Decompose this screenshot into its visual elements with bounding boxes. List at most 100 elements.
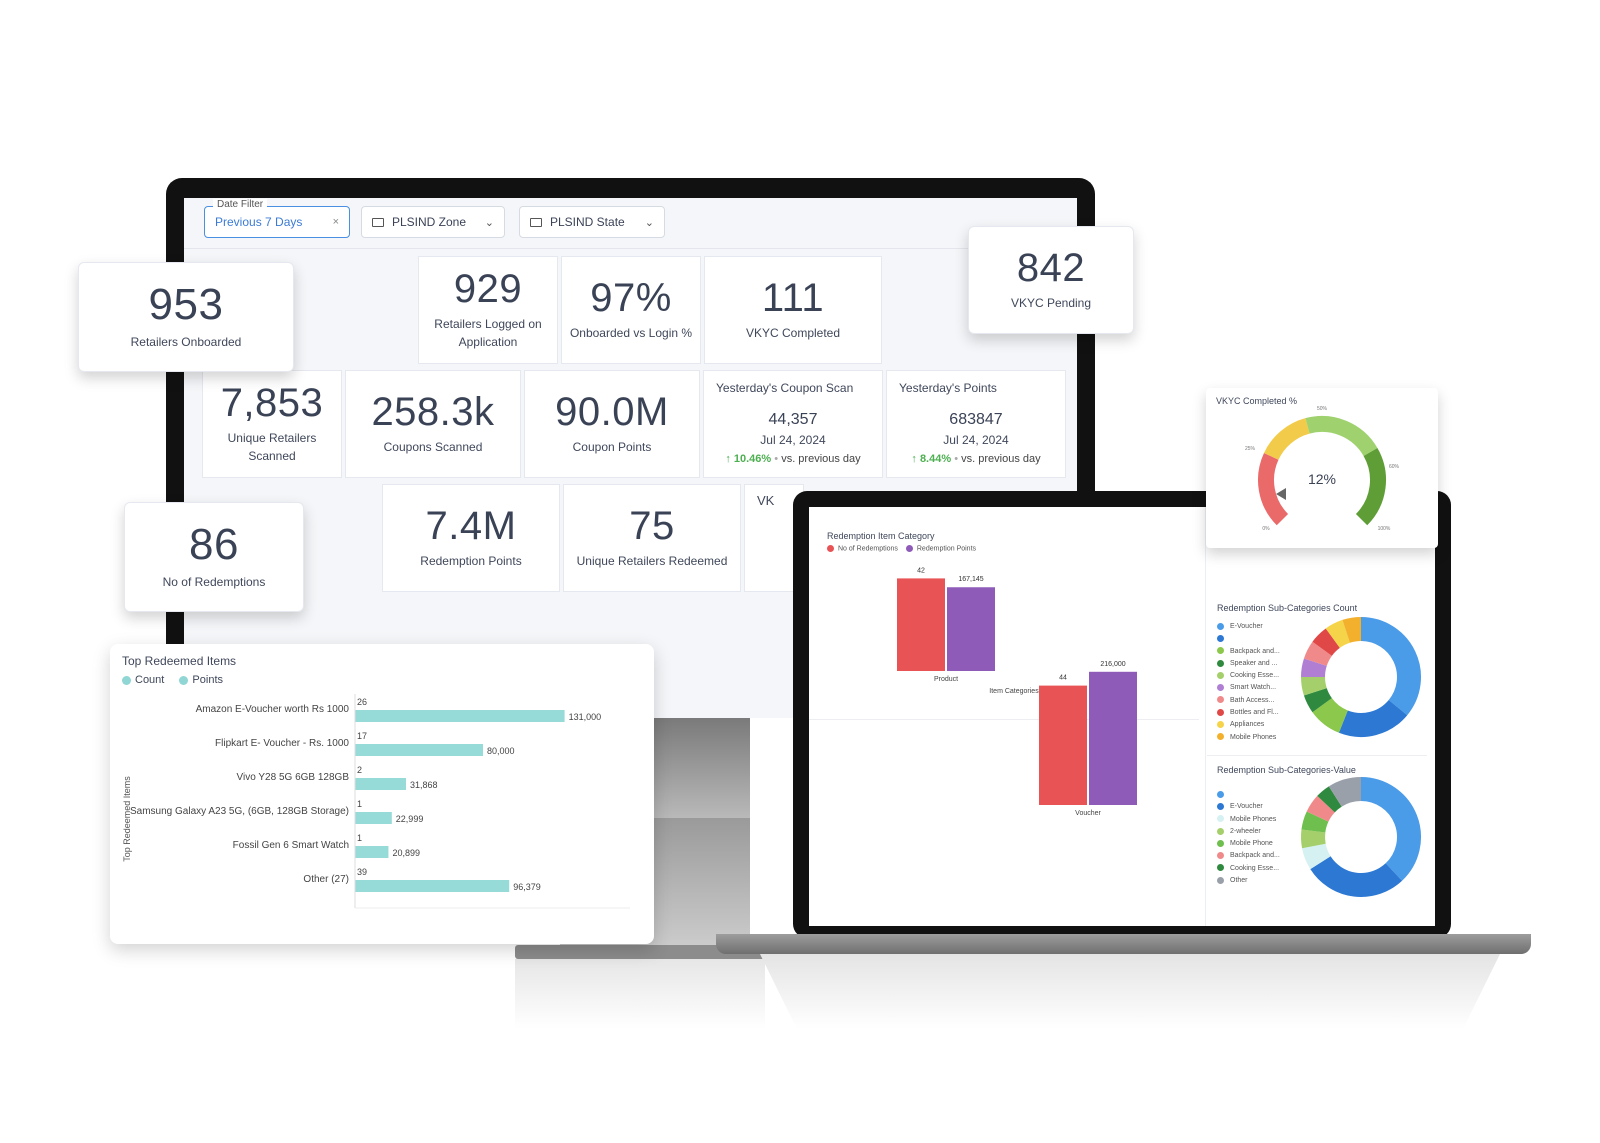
redemptions-label: 44 <box>1059 675 1067 682</box>
kpi-no-of-redemptions: 86 No of Redemptions <box>124 502 304 612</box>
donut-slice <box>1301 811 1329 833</box>
points-label: 131,000 <box>569 712 602 722</box>
donut-slice <box>1306 795 1336 823</box>
legend-swatch <box>1217 671 1224 679</box>
legend-swatch <box>827 545 834 552</box>
divider <box>809 719 1199 720</box>
legend-label: E-Voucher <box>1230 623 1263 630</box>
desktop-monitor: Date Filter Previous 7 Days × PLSIND Zon… <box>166 178 1095 718</box>
legend-item: Backpack and... <box>1217 646 1280 658</box>
points-label: 96,379 <box>513 882 541 892</box>
count-label: 26 <box>357 697 367 707</box>
yesterday-coupon-scan-card: Yesterday's Coupon Scan 44,357 Jul 24, 2… <box>703 370 883 478</box>
points-label: 22,999 <box>396 814 424 824</box>
kpi-label: VKYC Completed <box>745 326 841 340</box>
panel-title: Top Redeemed Items <box>122 654 237 668</box>
points-label: 20,899 <box>392 848 420 858</box>
donut-legend: E-Voucher Mobile Phones 2-wheeler Mobile Ph… <box>1217 789 1280 887</box>
zone-filter-label: PLSIND Zone <box>392 215 467 229</box>
legend-item: E-Voucher <box>1217 621 1280 633</box>
legend-label: Speaker and ... <box>1230 659 1278 667</box>
kpi-value: 7.4M <box>425 504 517 548</box>
laptop-reflection <box>760 954 1500 1029</box>
arrow-up-icon: ↑ <box>911 453 917 465</box>
legend-item: Mobile Phones <box>1217 732 1280 744</box>
category-label: Other (27) <box>303 874 349 885</box>
legend-swatch <box>1217 708 1224 716</box>
legend-item: 2-wheeler <box>1217 826 1280 838</box>
points-bar <box>355 744 483 756</box>
vkyc-gauge: 12% 0% 25% 50% 60% 100% <box>1245 406 1400 532</box>
kpi-value: 97% <box>590 276 672 320</box>
gauge-tick-label: 100% <box>1378 526 1391 532</box>
legend-swatch <box>1217 827 1224 835</box>
kpi-retailers-logged: 929 Retailers Logged on Application <box>418 256 558 364</box>
divider <box>184 248 1077 249</box>
legend-swatch <box>905 545 913 552</box>
subcategories-value-donut <box>1301 777 1421 897</box>
gauge-needle <box>1276 488 1286 500</box>
legend-item: Bath Access... <box>1217 695 1280 707</box>
legend-label: Mobile Phones <box>1230 733 1277 741</box>
donut-slice <box>1360 617 1421 716</box>
kpi-label: Unique Retailers Scanned <box>227 431 317 463</box>
legend-label: Count <box>135 674 165 686</box>
kpi-value: 953 <box>148 280 224 329</box>
donut-slice <box>1325 619 1351 649</box>
kpi-redemption-points: 7.4M Redemption Points <box>382 484 560 592</box>
panel-title: Redemption Sub-Categories-Value <box>1217 765 1356 775</box>
donut-slice <box>1312 628 1341 657</box>
redemption-item-category-chart: 42 167,145 Product 44 216,000 Voucher Item Cat… <box>897 567 1137 817</box>
date-filter[interactable]: Date Filter Previous 7 Days × <box>204 199 350 238</box>
donut-slice <box>1338 699 1408 737</box>
legend-swatch <box>1217 839 1224 847</box>
kpi-value: 90.0M <box>555 390 669 434</box>
monitor-base <box>515 945 765 959</box>
legend-swatch <box>1217 864 1224 872</box>
legend-swatch <box>1217 802 1224 810</box>
divider <box>1207 755 1427 756</box>
divider <box>1205 507 1206 926</box>
legend-label: Cooking Esse... <box>1230 864 1280 872</box>
donut-slice <box>1302 843 1331 870</box>
legend-label: Backpack and... <box>1230 647 1280 655</box>
legend-swatch <box>122 675 131 685</box>
count-label: 1 <box>357 833 362 843</box>
category-label: Samsung Galaxy A23 5G, (6GB, 128GB Stora… <box>130 806 349 817</box>
legend-swatch <box>1217 684 1224 692</box>
legend-label: Appliances <box>1230 721 1265 729</box>
zone-filter[interactable]: PLSIND Zone ⌄ <box>361 206 505 238</box>
points-label: 167,145 <box>958 576 983 583</box>
legend-label: 2-wheeler <box>1230 827 1261 835</box>
gauge-tick-label: 60% <box>1389 464 1400 470</box>
count-label: 17 <box>357 731 367 741</box>
laptop-screen: Redemption Item Category No of Redemptio… <box>809 507 1435 926</box>
clear-icon[interactable]: × <box>332 216 339 228</box>
gauge-value: 12% <box>1308 471 1336 487</box>
laptop: Redemption Item Category No of Redemptio… <box>793 491 1451 938</box>
state-filter[interactable]: PLSIND State ⌄ <box>519 206 665 238</box>
legend-item: Smart Watch... <box>1217 682 1280 694</box>
tag-icon <box>530 217 542 227</box>
donut-slice <box>1301 658 1327 678</box>
category-label: Fossil Gen 6 Smart Watch <box>233 840 349 851</box>
donut-slice <box>1301 829 1326 849</box>
legend-item <box>1217 789 1280 801</box>
donut-slice <box>1303 641 1333 667</box>
donut-slice <box>1303 687 1333 713</box>
redemptions-bar <box>897 578 945 671</box>
legend-label: Other <box>1230 877 1248 885</box>
legend-label: Redemption Points <box>916 545 977 553</box>
legend-item: E-Voucher <box>1217 801 1280 813</box>
legend-label: Cooking Esse... <box>1230 672 1280 680</box>
kpi-value: 7,853 <box>220 381 324 425</box>
separator-dot: • <box>954 453 959 465</box>
donut-slice <box>1301 676 1327 696</box>
kpi-label: No of Redemptions <box>162 575 266 589</box>
points-bar <box>355 710 565 722</box>
arrow-up-icon: ↑ <box>725 453 731 465</box>
kpi-value: 111 <box>761 276 825 320</box>
gauge-tick-label: 50% <box>1317 406 1328 412</box>
subcategories-count-donut <box>1301 617 1421 737</box>
legend-item <box>1217 633 1280 645</box>
